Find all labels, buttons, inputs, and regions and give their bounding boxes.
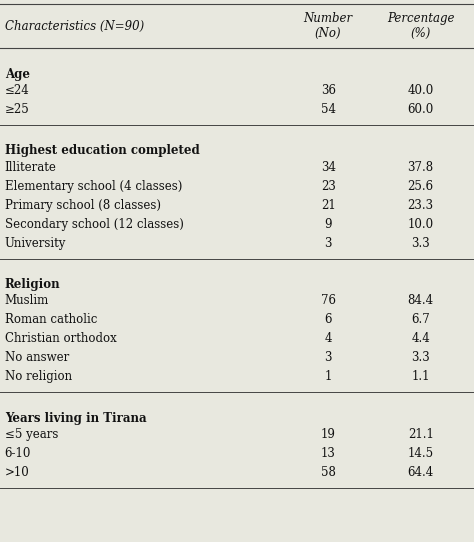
Text: 84.4: 84.4 (408, 294, 434, 307)
Text: 3.3: 3.3 (411, 237, 430, 250)
Text: 23.3: 23.3 (408, 198, 434, 211)
Text: Muslim: Muslim (5, 294, 49, 307)
Text: 13: 13 (321, 447, 336, 460)
Text: University: University (5, 237, 66, 250)
Text: 21.1: 21.1 (408, 428, 434, 441)
Text: 1: 1 (325, 370, 332, 383)
Text: 23: 23 (321, 179, 336, 192)
Text: 25.6: 25.6 (408, 179, 434, 192)
Text: 54: 54 (321, 103, 336, 116)
Text: 37.8: 37.8 (408, 160, 434, 173)
Text: 14.5: 14.5 (408, 447, 434, 460)
Text: 19: 19 (321, 428, 336, 441)
Text: 3.3: 3.3 (411, 351, 430, 364)
Text: 4: 4 (325, 332, 332, 345)
Text: Roman catholic: Roman catholic (5, 313, 97, 326)
Text: 34: 34 (321, 160, 336, 173)
Text: 10.0: 10.0 (408, 217, 434, 230)
Text: Highest education completed: Highest education completed (5, 145, 200, 157)
Text: 60.0: 60.0 (408, 103, 434, 116)
Text: Characteristics (N=90): Characteristics (N=90) (5, 20, 144, 33)
Text: Christian orthodox: Christian orthodox (5, 332, 117, 345)
Text: 3: 3 (325, 237, 332, 250)
Text: 64.4: 64.4 (408, 466, 434, 479)
Text: No religion: No religion (5, 370, 72, 383)
Text: Illiterate: Illiterate (5, 160, 56, 173)
Text: >10: >10 (5, 466, 29, 479)
Text: 6.7: 6.7 (411, 313, 430, 326)
Text: Religion: Religion (5, 278, 60, 291)
Text: Elementary school (4 classes): Elementary school (4 classes) (5, 179, 182, 192)
Text: Years living in Tirana: Years living in Tirana (5, 412, 146, 425)
Text: ≤5 years: ≤5 years (5, 428, 58, 441)
Text: 3: 3 (325, 351, 332, 364)
Text: 36: 36 (321, 84, 336, 97)
Text: 6-10: 6-10 (5, 447, 31, 460)
Text: 58: 58 (321, 466, 336, 479)
Text: 1.1: 1.1 (411, 370, 430, 383)
Text: 40.0: 40.0 (408, 84, 434, 97)
Text: 4.4: 4.4 (411, 332, 430, 345)
Text: Age: Age (5, 68, 30, 81)
Text: ≥25: ≥25 (5, 103, 29, 116)
Text: Secondary school (12 classes): Secondary school (12 classes) (5, 217, 183, 230)
Text: Percentage
(%): Percentage (%) (387, 12, 455, 40)
Text: Number
(No): Number (No) (304, 12, 353, 40)
Text: 6: 6 (325, 313, 332, 326)
Text: Primary school (8 classes): Primary school (8 classes) (5, 198, 161, 211)
Text: No answer: No answer (5, 351, 69, 364)
Text: 76: 76 (321, 294, 336, 307)
Text: 21: 21 (321, 198, 336, 211)
Text: 9: 9 (325, 217, 332, 230)
Text: ≤24: ≤24 (5, 84, 29, 97)
